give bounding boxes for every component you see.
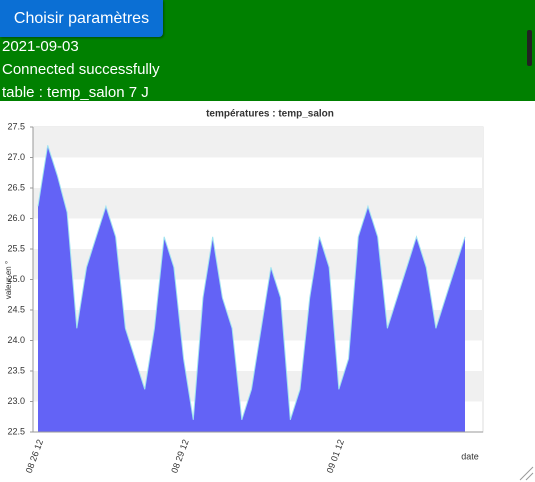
area [38, 145, 465, 433]
y-tick-label: 22.5 [7, 426, 25, 436]
y-tick-label: 27.5 [7, 121, 25, 131]
grid-band [33, 127, 483, 158]
status: Connected successfully [2, 61, 160, 78]
chart-title: températures : temp_salon [206, 109, 334, 120]
y-tick-label: 25.5 [7, 243, 25, 253]
y-tick-label: 25.0 [7, 274, 25, 284]
choose-button[interactable]: Choisir paramètres [0, 0, 163, 37]
header: Choisir paramètres 2021-09-03 Connected … [0, 0, 535, 101]
y-tick-label: 24.5 [7, 304, 25, 314]
y-tick-label: 23.0 [7, 396, 25, 406]
resize-handle [525, 472, 534, 481]
x-tick-label: 08 26 12 [24, 438, 45, 474]
x-tick-label: 08 29 12 [169, 438, 190, 474]
y-axis-label: valeur en ° [4, 261, 13, 299]
chart: températures : temp_salon date valeur en… [4, 109, 534, 481]
x-axis-label: date [461, 451, 479, 461]
y-tick-label: 24.0 [7, 335, 25, 345]
scrollbar [527, 30, 532, 66]
grid-band [33, 188, 483, 219]
area-line [37, 145, 466, 420]
y-tick-label: 26.5 [7, 182, 25, 192]
y-tick-label: 26.0 [7, 213, 25, 223]
y-tick-label: 23.5 [7, 365, 25, 375]
y-tick-label: 27.0 [7, 152, 25, 162]
date: 2021-09-03 [2, 38, 79, 55]
table-info: table : temp_salon 7 J [2, 84, 149, 101]
x-tick-label: 09 01 12 [325, 438, 346, 474]
resize-handle [519, 466, 534, 481]
